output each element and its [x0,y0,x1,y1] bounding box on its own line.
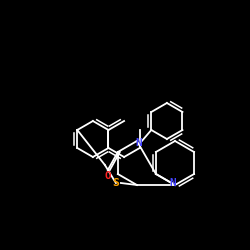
Text: N: N [170,178,176,188]
Text: S: S [112,178,119,188]
Text: O: O [104,171,111,181]
Text: N: N [136,138,142,148]
